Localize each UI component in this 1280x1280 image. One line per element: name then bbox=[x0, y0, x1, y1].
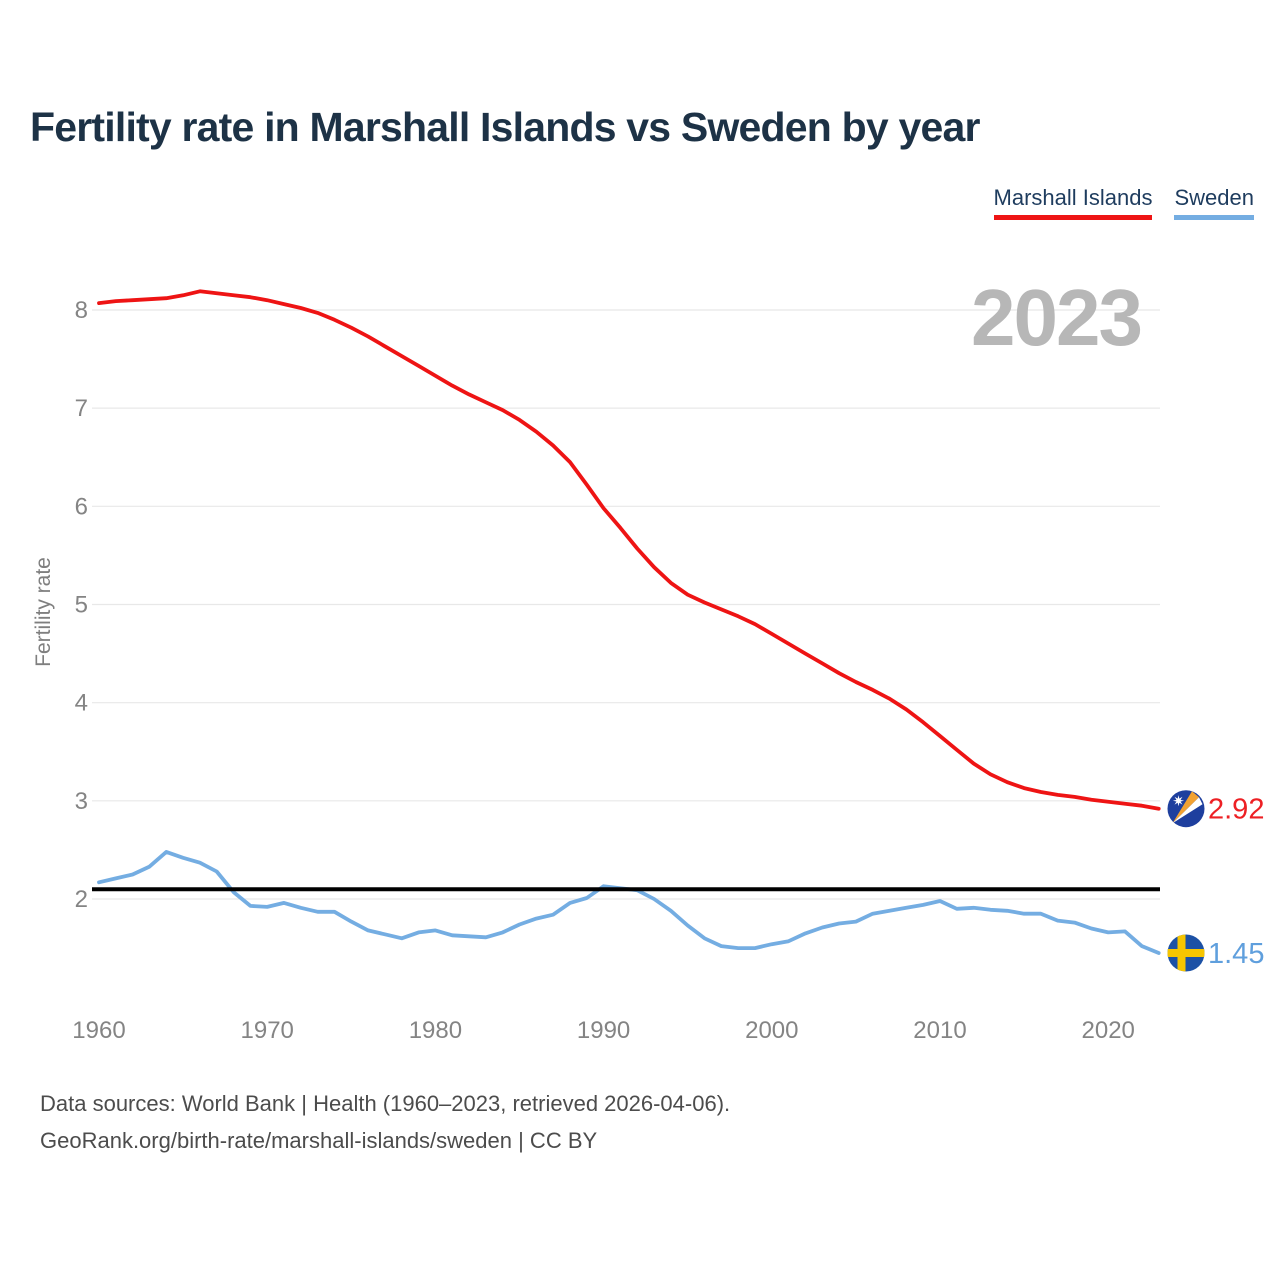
y-tick-labels: 2 3 4 5 6 7 8 bbox=[75, 297, 88, 913]
end-label-sweden: 1.45 bbox=[1208, 938, 1264, 970]
svg-text:1990: 1990 bbox=[577, 1017, 630, 1044]
sweden-flag-icon bbox=[1167, 934, 1205, 972]
svg-text:8: 8 bbox=[75, 297, 88, 324]
svg-text:2: 2 bbox=[75, 886, 88, 913]
footer: Data sources: World Bank | Health (1960–… bbox=[40, 1085, 730, 1159]
svg-text:3: 3 bbox=[75, 788, 88, 815]
svg-text:5: 5 bbox=[75, 592, 88, 619]
footer-attribution: GeoRank.org/birth-rate/marshall-islands/… bbox=[40, 1128, 598, 1153]
svg-text:1980: 1980 bbox=[409, 1017, 462, 1044]
gridlines bbox=[92, 309, 1160, 900]
page-title: Fertility rate in Marshall Islands vs Sw… bbox=[30, 104, 980, 150]
svg-text:2000: 2000 bbox=[745, 1017, 798, 1044]
svg-text:1960: 1960 bbox=[72, 1017, 125, 1044]
svg-text:7: 7 bbox=[75, 395, 88, 422]
svg-text:2010: 2010 bbox=[913, 1017, 966, 1044]
legend-item-marshall-islands[interactable]: Marshall Islands bbox=[993, 185, 1153, 220]
svg-text:6: 6 bbox=[75, 493, 88, 520]
legend: Marshall Islands Sweden bbox=[993, 185, 1254, 220]
end-label-marshall-islands: 2.92 bbox=[1208, 794, 1264, 826]
legend-item-sweden[interactable]: Sweden bbox=[1174, 185, 1254, 220]
footer-data-sources: Data sources: World Bank | Health (1960–… bbox=[40, 1091, 731, 1116]
x-tick-labels: 1960 1970 1980 1990 2000 2010 2020 bbox=[72, 1017, 1135, 1044]
svg-text:1970: 1970 bbox=[241, 1017, 294, 1044]
y-axis-title: Fertility rate bbox=[32, 557, 55, 667]
svg-text:4: 4 bbox=[75, 690, 88, 717]
series-marshall-islands-line bbox=[97, 289, 1161, 811]
svg-text:2020: 2020 bbox=[1082, 1017, 1135, 1044]
marshall-islands-flag-icon bbox=[1167, 790, 1205, 828]
series-sweden-line bbox=[97, 850, 1161, 955]
year-watermark: 2023 bbox=[971, 273, 1141, 362]
